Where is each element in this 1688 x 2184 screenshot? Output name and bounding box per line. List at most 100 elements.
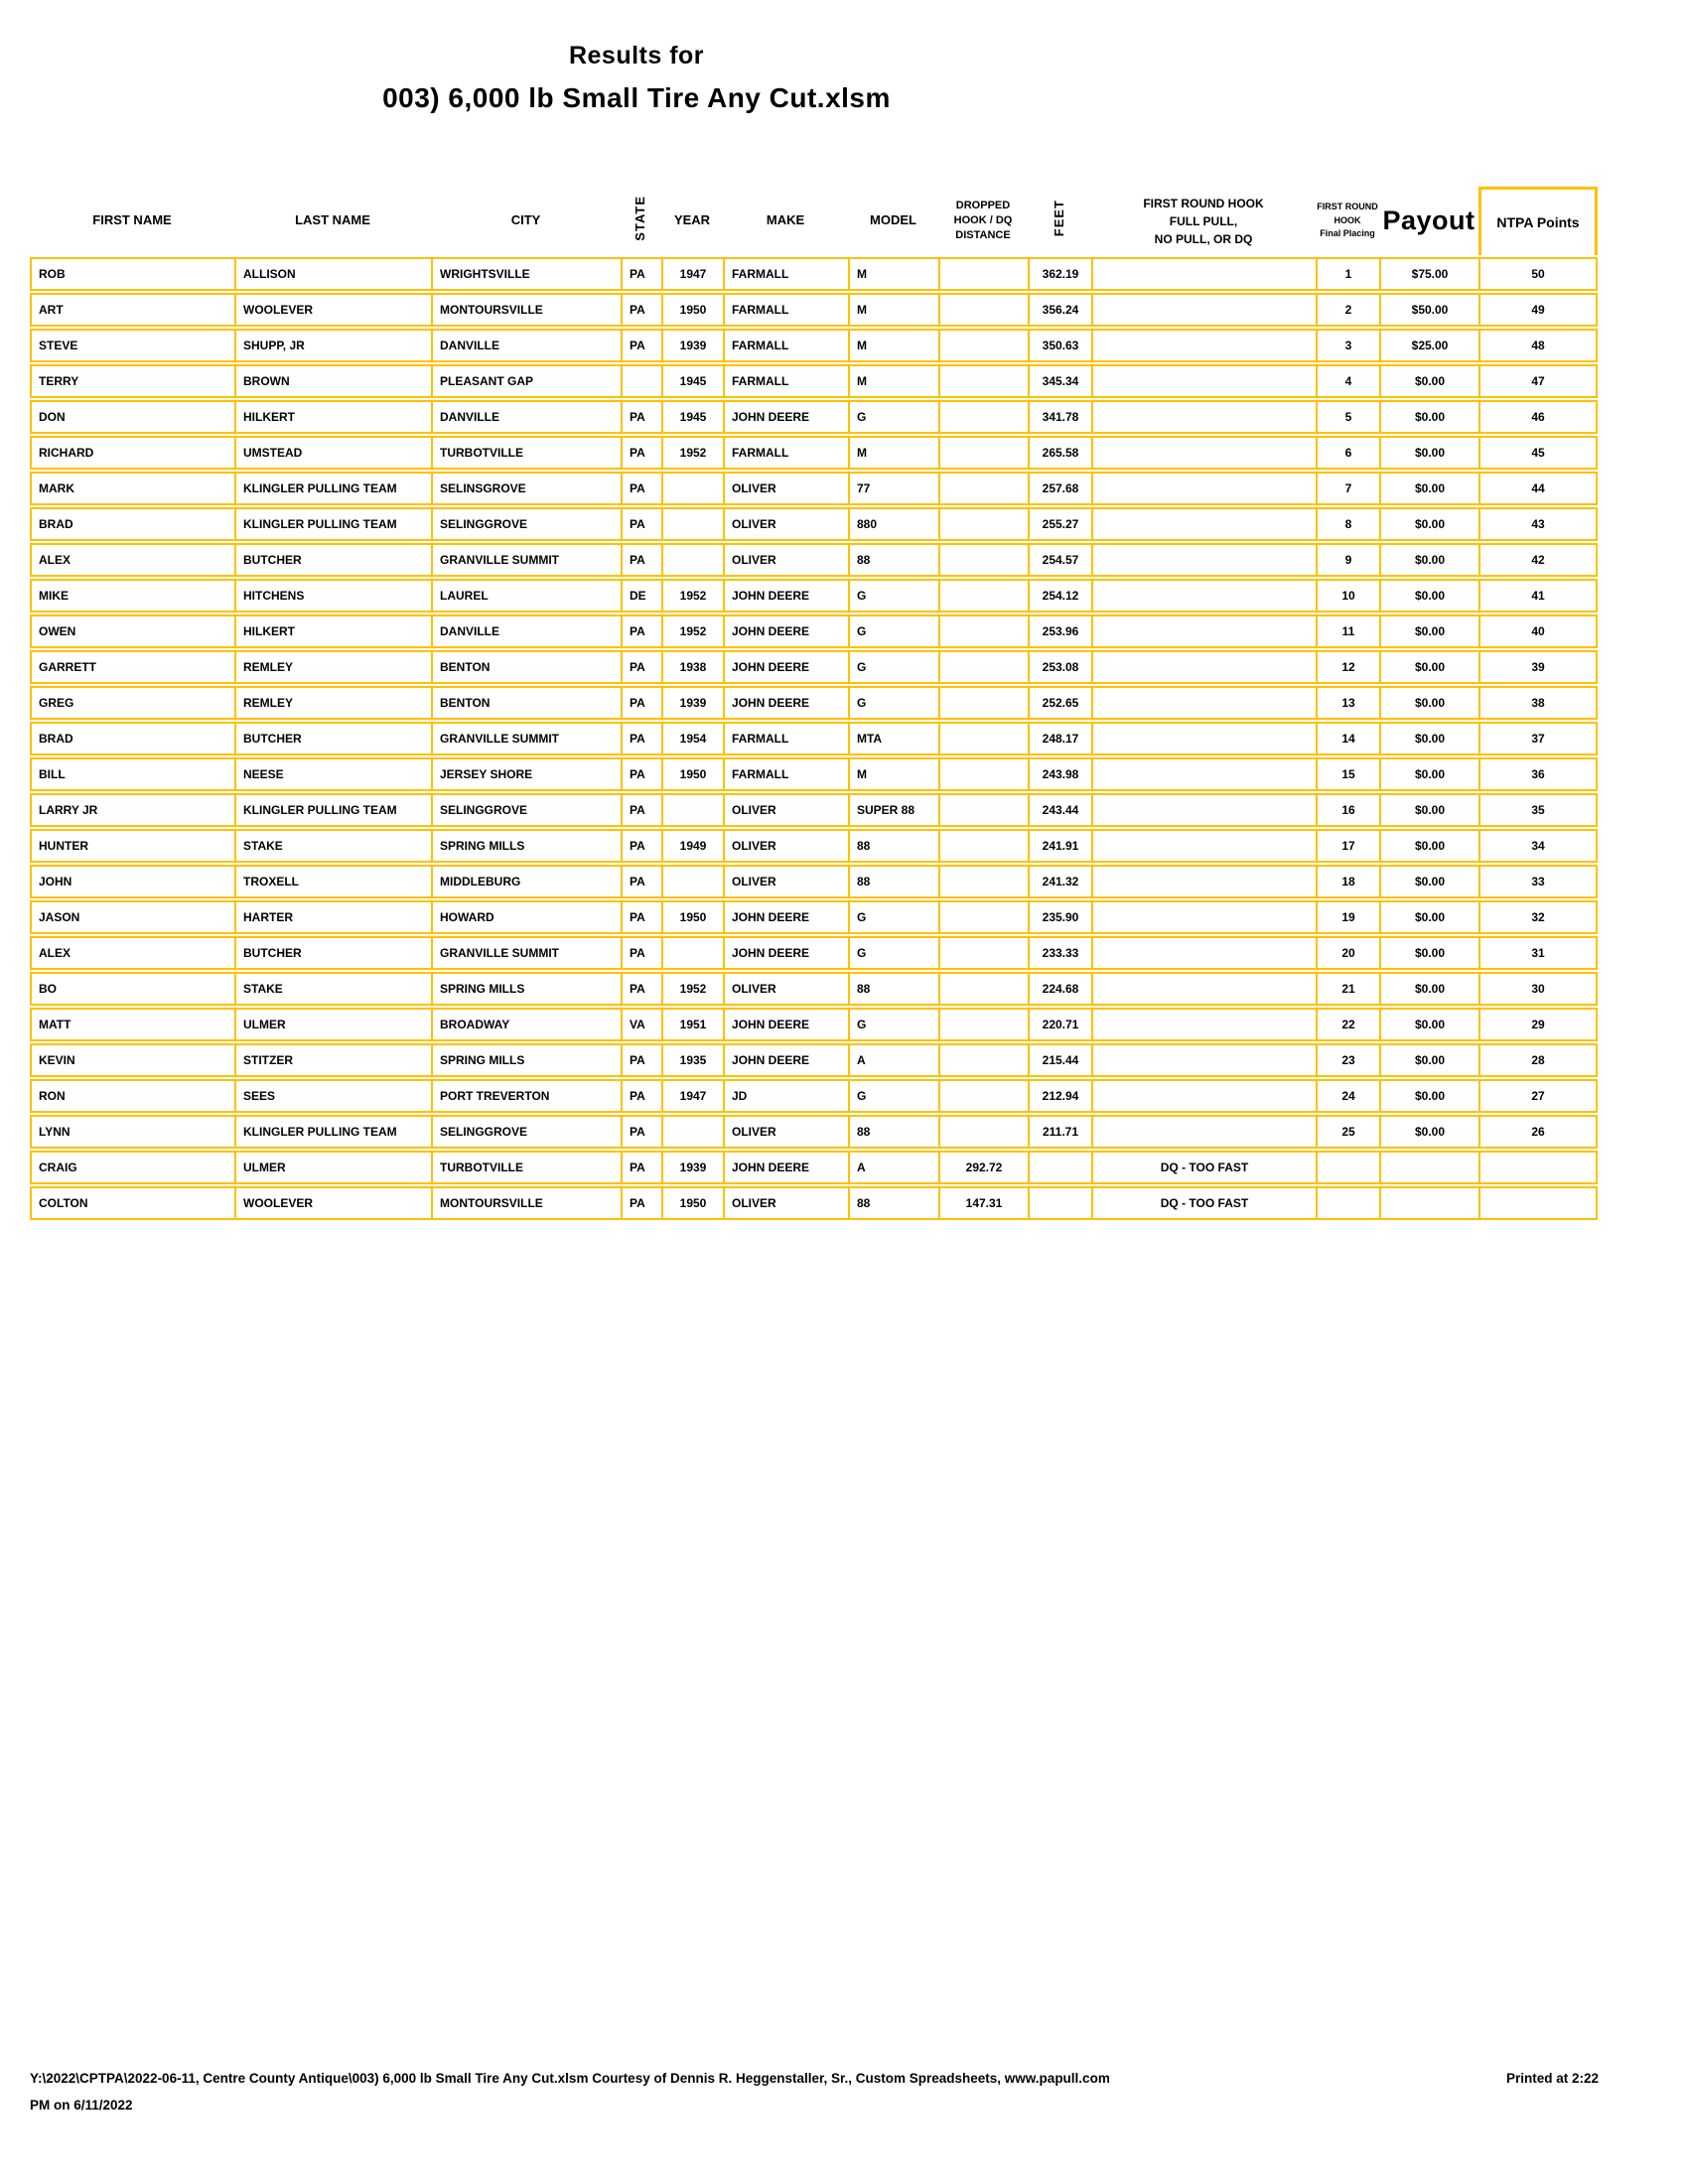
cell-first-round-result (1091, 1043, 1316, 1077)
table-row: LARRY JR KLINGLER PULLING TEAM SELINGGROVE… (30, 793, 1598, 827)
cell-feet: 220.71 (1028, 1008, 1091, 1041)
cell-ntpa-points: 35 (1478, 793, 1598, 827)
cell-model: 88 (848, 1186, 938, 1220)
cell-payout: $75.00 (1379, 257, 1478, 291)
cell-first-name: OWEN (30, 614, 234, 648)
cell-first-round-result (1091, 1079, 1316, 1113)
cell-ntpa-points: 43 (1478, 507, 1598, 541)
cell-model: M (848, 329, 938, 362)
cell-feet: 254.57 (1028, 543, 1091, 577)
cell-year (661, 543, 723, 577)
cell-feet: 362.19 (1028, 257, 1091, 291)
col-header-last-name: LAST NAME (295, 212, 370, 228)
cell-first-name: ART (30, 293, 234, 327)
cell-last-name: BROWN (234, 364, 431, 398)
cell-city: TURBOTVILLE (431, 436, 621, 470)
cell-city: SPRING MILLS (431, 1043, 621, 1077)
cell-first-round-result (1091, 614, 1316, 648)
cell-final-placing: 12 (1316, 650, 1379, 684)
cell-first-name: DON (30, 400, 234, 434)
cell-make: JOHN DEERE (723, 686, 848, 720)
cell-make: OLIVER (723, 1186, 848, 1220)
cell-dropped-distance (938, 1008, 1028, 1041)
cell-final-placing: 11 (1316, 614, 1379, 648)
cell-dropped-distance (938, 686, 1028, 720)
cell-ntpa-points: 28 (1478, 1043, 1598, 1077)
cell-dropped-distance (938, 293, 1028, 327)
cell-year: 1939 (661, 686, 723, 720)
cell-payout: $0.00 (1379, 579, 1478, 613)
cell-payout: $0.00 (1379, 793, 1478, 827)
cell-make: OLIVER (723, 507, 848, 541)
cell-final-placing: 6 (1316, 436, 1379, 470)
cell-year: 1939 (661, 329, 723, 362)
table-row: LYNN KLINGLER PULLING TEAM SELINGGROVE PA OL… (30, 1115, 1598, 1149)
cell-state: PA (621, 1115, 661, 1149)
table-row: ALEX BUTCHER GRANVILLE SUMMIT PA JOHN DEERE G… (30, 936, 1598, 970)
cell-last-name: SHUPP, JR (234, 329, 431, 362)
cell-feet: 252.65 (1028, 686, 1091, 720)
cell-final-placing (1316, 1151, 1379, 1184)
table-row: RON SEES PORT TREVERTON PA 1947 JD G 212.94 24 $0… (30, 1079, 1598, 1113)
cell-model: 880 (848, 507, 938, 541)
cell-first-name: ALEX (30, 543, 234, 577)
cell-state: PA (621, 1043, 661, 1077)
cell-year (661, 865, 723, 898)
cell-dropped-distance: 292.72 (938, 1151, 1028, 1184)
cell-first-name: CRAIG (30, 1151, 234, 1184)
cell-city: GRANVILLE SUMMIT (431, 722, 621, 755)
state-vertical-label: STATE (633, 196, 648, 241)
cell-first-round-result (1091, 1115, 1316, 1149)
cell-feet: 243.44 (1028, 793, 1091, 827)
cell-city: WRIGHTSVILLE (431, 257, 621, 291)
cell-payout: $0.00 (1379, 543, 1478, 577)
cell-year: 1951 (661, 1008, 723, 1041)
col-header-ntpa-points: NTPA Points (1478, 187, 1598, 255)
cell-first-name: ALEX (30, 936, 234, 970)
cell-year: 1952 (661, 579, 723, 613)
cell-last-name: BUTCHER (234, 936, 431, 970)
cell-first-round-result (1091, 900, 1316, 934)
cell-first-name: TERRY (30, 364, 234, 398)
cell-state: VA (621, 1008, 661, 1041)
cell-make: FARMALL (723, 257, 848, 291)
cell-ntpa-points: 34 (1478, 829, 1598, 863)
cell-ntpa-points: 44 (1478, 472, 1598, 505)
cell-state: PA (621, 972, 661, 1006)
cell-final-placing: 14 (1316, 722, 1379, 755)
cell-feet: 265.58 (1028, 436, 1091, 470)
table-row: BRAD KLINGLER PULLING TEAM SELINGGROVE PA OL… (30, 507, 1598, 541)
cell-ntpa-points: 48 (1478, 329, 1598, 362)
cell-city: MONTOURSVILLE (431, 1186, 621, 1220)
cell-make: JOHN DEERE (723, 579, 848, 613)
cell-feet: 241.32 (1028, 865, 1091, 898)
cell-dropped-distance (938, 1115, 1028, 1149)
cell-state: PA (621, 257, 661, 291)
cell-first-name: RICHARD (30, 436, 234, 470)
cell-year: 1938 (661, 650, 723, 684)
title-block: Results for 003) 6,000 lb Small Tire Any… (0, 42, 1273, 114)
page-title: Results for (568, 42, 705, 69)
cell-dropped-distance (938, 329, 1028, 362)
cell-model: 88 (848, 829, 938, 863)
cell-state: PA (621, 757, 661, 791)
cell-last-name: STITZER (234, 1043, 431, 1077)
cell-dropped-distance (938, 472, 1028, 505)
cell-model: G (848, 400, 938, 434)
cell-state: PA (621, 472, 661, 505)
results-table-body: ROB ALLISON WRIGHTSVILLE PA 1947 FARMALL M 362.… (30, 257, 1598, 1220)
cell-feet: 345.34 (1028, 364, 1091, 398)
table-row: BO STAKE SPRING MILLS PA 1952 OLIVER 88 224.68 2… (30, 972, 1598, 1006)
cell-dropped-distance (938, 829, 1028, 863)
cell-ntpa-points: 33 (1478, 865, 1598, 898)
cell-make: FARMALL (723, 329, 848, 362)
col-header-first-name: FIRST NAME (92, 212, 172, 228)
cell-dropped-distance: 147.31 (938, 1186, 1028, 1220)
table-row: KEVIN STITZER SPRING MILLS PA 1935 JOHN DEERE… (30, 1043, 1598, 1077)
cell-model: MTA (848, 722, 938, 755)
cell-first-round-result (1091, 507, 1316, 541)
cell-state: PA (621, 1186, 661, 1220)
table-row: CRAIG ULMER TURBOTVILLE PA 1939 JOHN DEERE A 29… (30, 1151, 1598, 1184)
cell-state: PA (621, 543, 661, 577)
cell-make: JOHN DEERE (723, 400, 848, 434)
